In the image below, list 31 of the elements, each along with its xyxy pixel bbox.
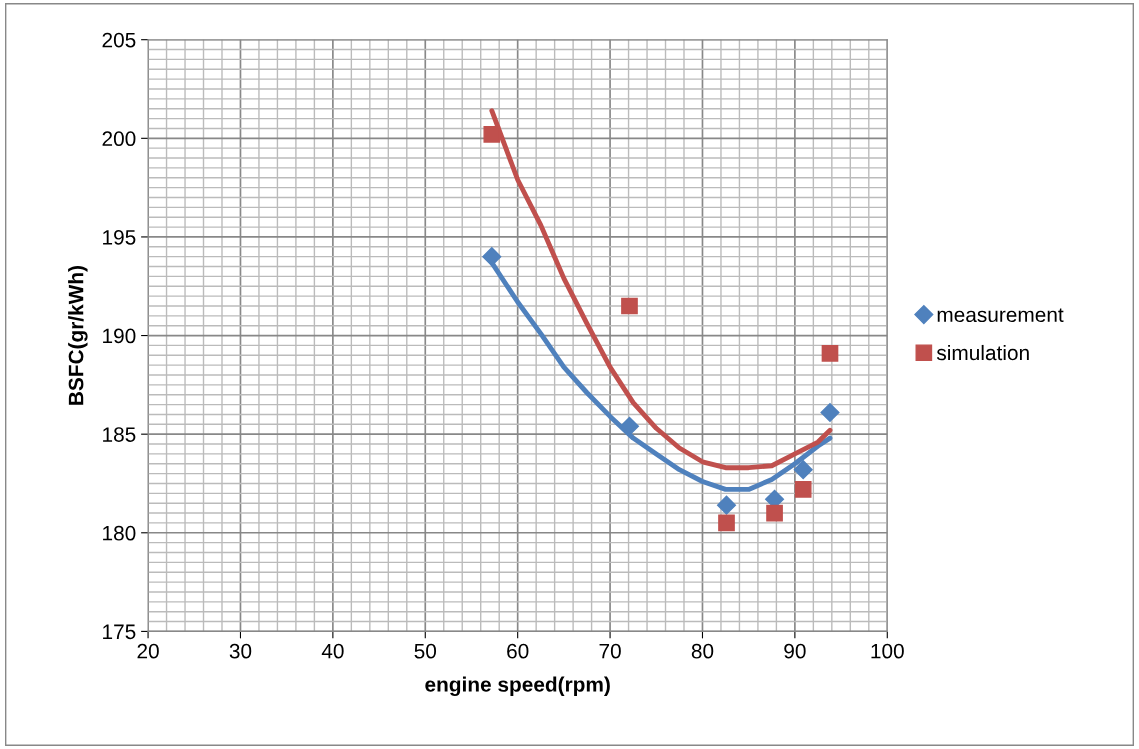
y-tick-label: 185 bbox=[103, 427, 136, 442]
point bbox=[716, 495, 737, 515]
x-tick-label: 90 bbox=[784, 643, 806, 659]
y-tick-label: 200 bbox=[102, 131, 136, 147]
x-axis-title: engine speed(rpm) bbox=[425, 676, 610, 697]
y-axis-title: BSFC(gr/kWh) bbox=[68, 265, 88, 405]
y-tick-label: 175 bbox=[103, 624, 136, 640]
y-tick-label: 205 bbox=[102, 32, 136, 48]
x-tick-label: 30 bbox=[229, 643, 252, 659]
point bbox=[821, 344, 839, 362]
point bbox=[794, 481, 812, 498]
x-tick-label: 70 bbox=[599, 643, 621, 659]
point bbox=[483, 126, 501, 143]
y-tick-label: 180 bbox=[103, 525, 136, 541]
point bbox=[482, 247, 502, 267]
legend-label: simulation bbox=[936, 344, 1029, 361]
point bbox=[766, 504, 783, 522]
x-tick-label: 20 bbox=[137, 643, 159, 659]
x-tick-label: 50 bbox=[414, 643, 437, 659]
x-tick-label: 80 bbox=[691, 643, 714, 659]
x-tick-label: 60 bbox=[507, 643, 529, 659]
x-tick-label: 100 bbox=[871, 643, 904, 659]
legend-label: measurement bbox=[937, 308, 1064, 323]
point bbox=[718, 514, 735, 532]
y-tick-label: 190 bbox=[103, 328, 136, 344]
point bbox=[621, 297, 638, 315]
point bbox=[820, 402, 840, 423]
point bbox=[793, 460, 813, 480]
y-tick-label: 195 bbox=[103, 229, 136, 245]
x-tick-label: 40 bbox=[321, 643, 344, 659]
point bbox=[619, 416, 640, 436]
